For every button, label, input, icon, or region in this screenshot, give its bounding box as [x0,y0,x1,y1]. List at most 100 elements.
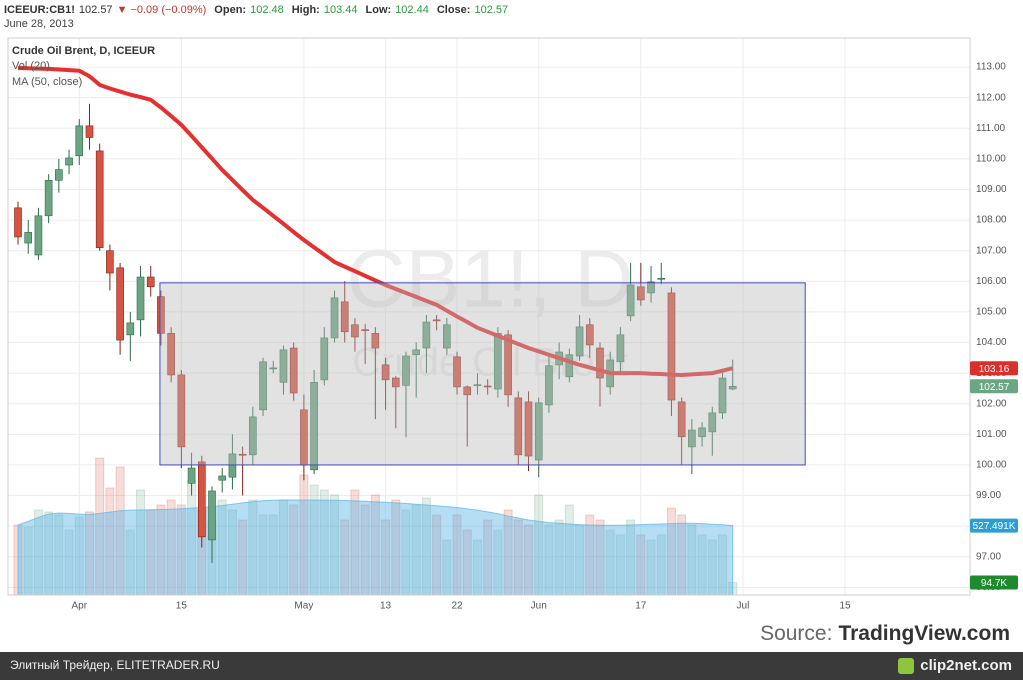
candle-body [44,180,53,217]
candle-body [371,333,380,349]
candle-body [688,429,696,448]
candle-body [259,361,267,411]
candle-body [14,207,22,238]
candle-body [585,324,594,346]
y-tick-label: 107.00 [976,245,1007,256]
candle-body [698,427,706,438]
x-tick-label: 15 [839,601,851,612]
clip-site: clip2net.com [920,657,1012,674]
candle-body [677,401,686,438]
candle-body [483,385,492,388]
candle-body [249,416,257,456]
candle-body [361,329,369,331]
y-tick-label: 104.00 [976,337,1007,348]
legend-ma: MA (50, close) [12,76,82,88]
x-tick-label: Apr [71,601,87,612]
candle-body [116,267,124,341]
close-marker: 102.57 [979,382,1010,393]
x-tick-label: Jun [531,601,547,612]
candle-body [310,381,318,471]
volume-ma-marker-box [970,518,1018,533]
watermark: CB1!, D [346,234,633,325]
volume-marker: 94.7K [981,578,1007,589]
candle-body [177,374,186,448]
candle-body [728,385,737,390]
candle-body [534,402,543,461]
high-value: 103.44 [324,4,358,16]
candle-body [126,322,135,336]
y-tick-label: 105.00 [976,307,1007,318]
source-site: TradingView.com [838,622,1010,645]
candle-body [95,150,104,248]
x-tick-label: Jul [737,601,750,612]
candle-body [279,349,288,383]
candle-body [545,365,553,406]
high-label: High: [292,4,320,16]
candle-body [504,334,512,396]
candle-body [626,284,635,317]
y-tick-label: 109.00 [976,184,1007,195]
y-tick-label: 101.00 [976,429,1007,440]
candle-body [432,319,441,322]
close-label: Close: [437,4,471,16]
candle-body [524,401,533,457]
candle-body [412,349,421,356]
candle-body [453,356,461,388]
candle-body [136,276,145,321]
candle-body [667,292,676,401]
candle-body [391,377,400,388]
legend-volume: Vol (20) [12,60,50,72]
candle-body [463,386,472,396]
candle-body [340,301,349,333]
x-tick-label: May [294,601,313,612]
candle-body [637,286,645,301]
open-value: 102.48 [250,4,284,16]
candle-body [75,125,84,157]
candle-body [197,461,206,538]
ma-marker-box [970,361,1018,376]
candle-body [157,296,165,334]
volume-marker-box [970,575,1018,590]
candle-body [208,490,216,541]
legend-series: Crude Oil Brent, D, ICEEUR [12,45,155,57]
candle-body [514,397,523,456]
y-tick-label: 99.00 [976,490,1001,501]
candle-body [146,276,155,288]
plot-frame [7,37,971,596]
candle-body [351,324,359,338]
bottom-bar [0,652,1023,680]
x-tick-label: 22 [451,601,463,612]
close-marker-box [970,379,1018,394]
candle-body [85,125,94,138]
y-tick-label: 108.00 [976,215,1007,226]
candle-body [596,347,604,379]
candle-body [187,467,196,484]
x-tick-label: 17 [635,601,647,612]
source: Source: TradingView.com [760,622,1010,645]
candle-body [238,453,247,456]
candle-body [565,354,574,378]
candle-body [65,157,73,166]
y-tick-label: 110.00 [976,154,1006,165]
candle-body [402,355,410,386]
candle-body [55,169,63,181]
clip-icon [898,658,914,674]
candle-body [34,215,43,256]
bottom-bar-text: Элитный Трейдер, ELITETRADER.RU [10,658,220,672]
y-tick-label: 106.00 [976,276,1007,287]
symbol: ICEEUR:CB1! [4,4,75,16]
candle-body [289,347,298,394]
y-tick-label: 100.00 [976,460,1007,471]
y-tick-label: 102.00 [976,398,1007,409]
ma-line [17,65,734,377]
candle-body [167,333,175,376]
candle-body [422,321,431,349]
y-tick-label: 113.00 [976,62,1006,73]
volume-ma-area [17,499,734,596]
y-tick-label: 112.00 [976,92,1006,103]
change-arrow: ▼ [117,4,128,16]
x-tick-label: 13 [380,601,392,612]
open-label: Open: [214,4,246,16]
x-tick-label: 15 [176,601,188,612]
